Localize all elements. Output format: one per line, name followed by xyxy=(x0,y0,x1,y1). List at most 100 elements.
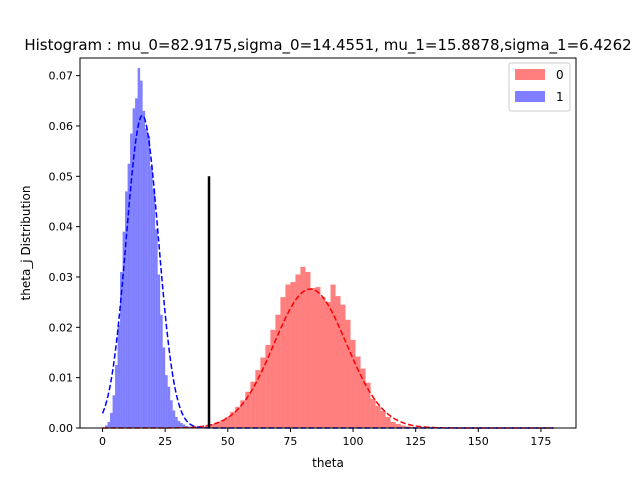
bar-series-0-29 xyxy=(340,304,346,428)
bar-series-0-37 xyxy=(380,410,386,428)
bar-series-1-25 xyxy=(167,386,171,428)
bar-series-0-18 xyxy=(285,284,291,428)
bar-series-0-15 xyxy=(270,329,276,428)
bar-series-0-36 xyxy=(375,405,381,428)
bar-series-0-7 xyxy=(230,411,236,428)
bar-series-0-8 xyxy=(235,406,241,428)
y-axis-ticks: 0.00 0.01 0.02 0.03 0.04 0.05 0.06 0.07 xyxy=(49,70,80,435)
bar-series-1-30 xyxy=(180,422,183,428)
x-tick-label: 25 xyxy=(158,435,172,448)
bar-series-1-14 xyxy=(140,80,143,428)
y-axis-label: theta_j Distribution xyxy=(19,186,33,301)
bar-series-1-29 xyxy=(177,420,181,428)
bar-series-1-4 xyxy=(115,365,118,428)
y-tick-label: 0.01 xyxy=(49,372,74,385)
x-tick-label: 0 xyxy=(99,435,106,448)
bar-series-0-17 xyxy=(280,297,286,428)
bar-series-0-34 xyxy=(365,382,371,428)
bar-series-0-31 xyxy=(350,339,356,428)
bar-series-1-5 xyxy=(117,324,121,428)
y-tick-label: 0.05 xyxy=(49,170,74,183)
bar-series-1-19 xyxy=(152,188,156,428)
x-tick-label: 150 xyxy=(468,435,489,448)
y-tick-label: 0.02 xyxy=(49,321,74,334)
bar-series-0-23 xyxy=(310,288,316,428)
bar-series-0-6 xyxy=(225,416,231,428)
legend-swatch-0 xyxy=(515,69,545,80)
bar-series-1-27 xyxy=(172,410,176,428)
bar-series-0-38 xyxy=(385,416,391,428)
bar-series-1-28 xyxy=(175,416,178,428)
bar-series-1-12 xyxy=(135,98,138,429)
bar-series-0-2 xyxy=(205,424,211,428)
bar-series-0-12 xyxy=(255,370,261,428)
bar-series-0-42 xyxy=(405,426,411,428)
bar-series-1-11 xyxy=(132,108,136,428)
bar-series-0-24 xyxy=(315,287,321,428)
bar-series-0-35 xyxy=(370,398,376,428)
bar-series-0-9 xyxy=(240,400,246,428)
x-tick-label: 50 xyxy=(221,435,235,448)
bar-series-1-18 xyxy=(150,166,153,428)
bar-series-0-14 xyxy=(265,344,271,428)
bar-series-0-5 xyxy=(220,419,226,428)
y-tick-label: 0.07 xyxy=(49,70,74,83)
bar-series-0-4 xyxy=(215,422,221,428)
bar-series-1-6 xyxy=(120,271,123,428)
bar-series-0-27 xyxy=(330,284,336,428)
bar-series-1-9 xyxy=(127,163,131,428)
chart-title: Histogram : mu_0=82.9175,sigma_0=14.4551… xyxy=(24,36,631,55)
y-tick-label: 0.00 xyxy=(49,422,74,435)
x-axis-ticks: 0 25 50 75 100 125 150 175 xyxy=(99,428,551,448)
legend-swatch-1 xyxy=(515,91,545,102)
bar-series-0-40 xyxy=(395,423,401,428)
bar-series-1-31 xyxy=(182,424,186,428)
bar-series-0-22 xyxy=(305,271,311,428)
y-tick-label: 0.03 xyxy=(49,271,74,284)
bar-series-0-19 xyxy=(290,282,296,428)
legend: 0 1 xyxy=(508,62,571,112)
bar-series-1-26 xyxy=(170,400,173,428)
bar-series-0-3 xyxy=(210,423,216,428)
x-tick-label: 75 xyxy=(283,435,297,448)
y-tick-label: 0.04 xyxy=(49,221,74,234)
bar-series-0-16 xyxy=(275,314,281,428)
legend-label-1: 1 xyxy=(556,90,564,104)
y-tick-label: 0.06 xyxy=(49,120,74,133)
x-axis-label: theta xyxy=(312,456,344,470)
bar-series-1-21 xyxy=(157,274,161,428)
bar-series-0-28 xyxy=(335,296,341,428)
bar-series-1-7 xyxy=(122,231,126,428)
bar-series-0-20 xyxy=(295,274,301,428)
x-tick-label: 100 xyxy=(343,435,364,448)
bar-series-0-41 xyxy=(400,425,406,428)
bar-series-0-26 xyxy=(325,302,331,428)
bar-series-0-21 xyxy=(300,266,306,428)
bar-series-0-30 xyxy=(345,319,351,428)
bar-series-1-23 xyxy=(162,347,166,428)
plot-frame xyxy=(79,57,577,429)
x-tick-label: 125 xyxy=(405,435,426,448)
bar-series-1-20 xyxy=(155,229,158,428)
bar-series-0-39 xyxy=(390,421,396,428)
bar-series-1-17 xyxy=(147,136,151,428)
legend-label-0: 0 xyxy=(556,68,564,82)
bar-series-0-13 xyxy=(260,357,266,428)
bar-series-1-16 xyxy=(145,128,148,428)
bar-series-1-13 xyxy=(137,68,141,428)
bar-series-1-3 xyxy=(112,395,116,428)
bar-series-0-25 xyxy=(320,297,326,428)
bar-series-0-10 xyxy=(245,391,251,428)
bar-series-0-32 xyxy=(355,356,361,428)
bar-series-0-1 xyxy=(200,426,206,428)
bar-series-1-1 xyxy=(107,421,111,428)
bar-series-0-33 xyxy=(360,368,366,428)
bar-series-1-33 xyxy=(187,426,191,428)
bar-series-1-2 xyxy=(110,412,113,428)
bar-series-1-24 xyxy=(165,375,168,428)
bar-series-1-15 xyxy=(142,110,146,428)
bar-series-1-8 xyxy=(125,191,128,428)
bar-series-1-22 xyxy=(160,314,163,428)
histogram-bars xyxy=(105,68,421,429)
